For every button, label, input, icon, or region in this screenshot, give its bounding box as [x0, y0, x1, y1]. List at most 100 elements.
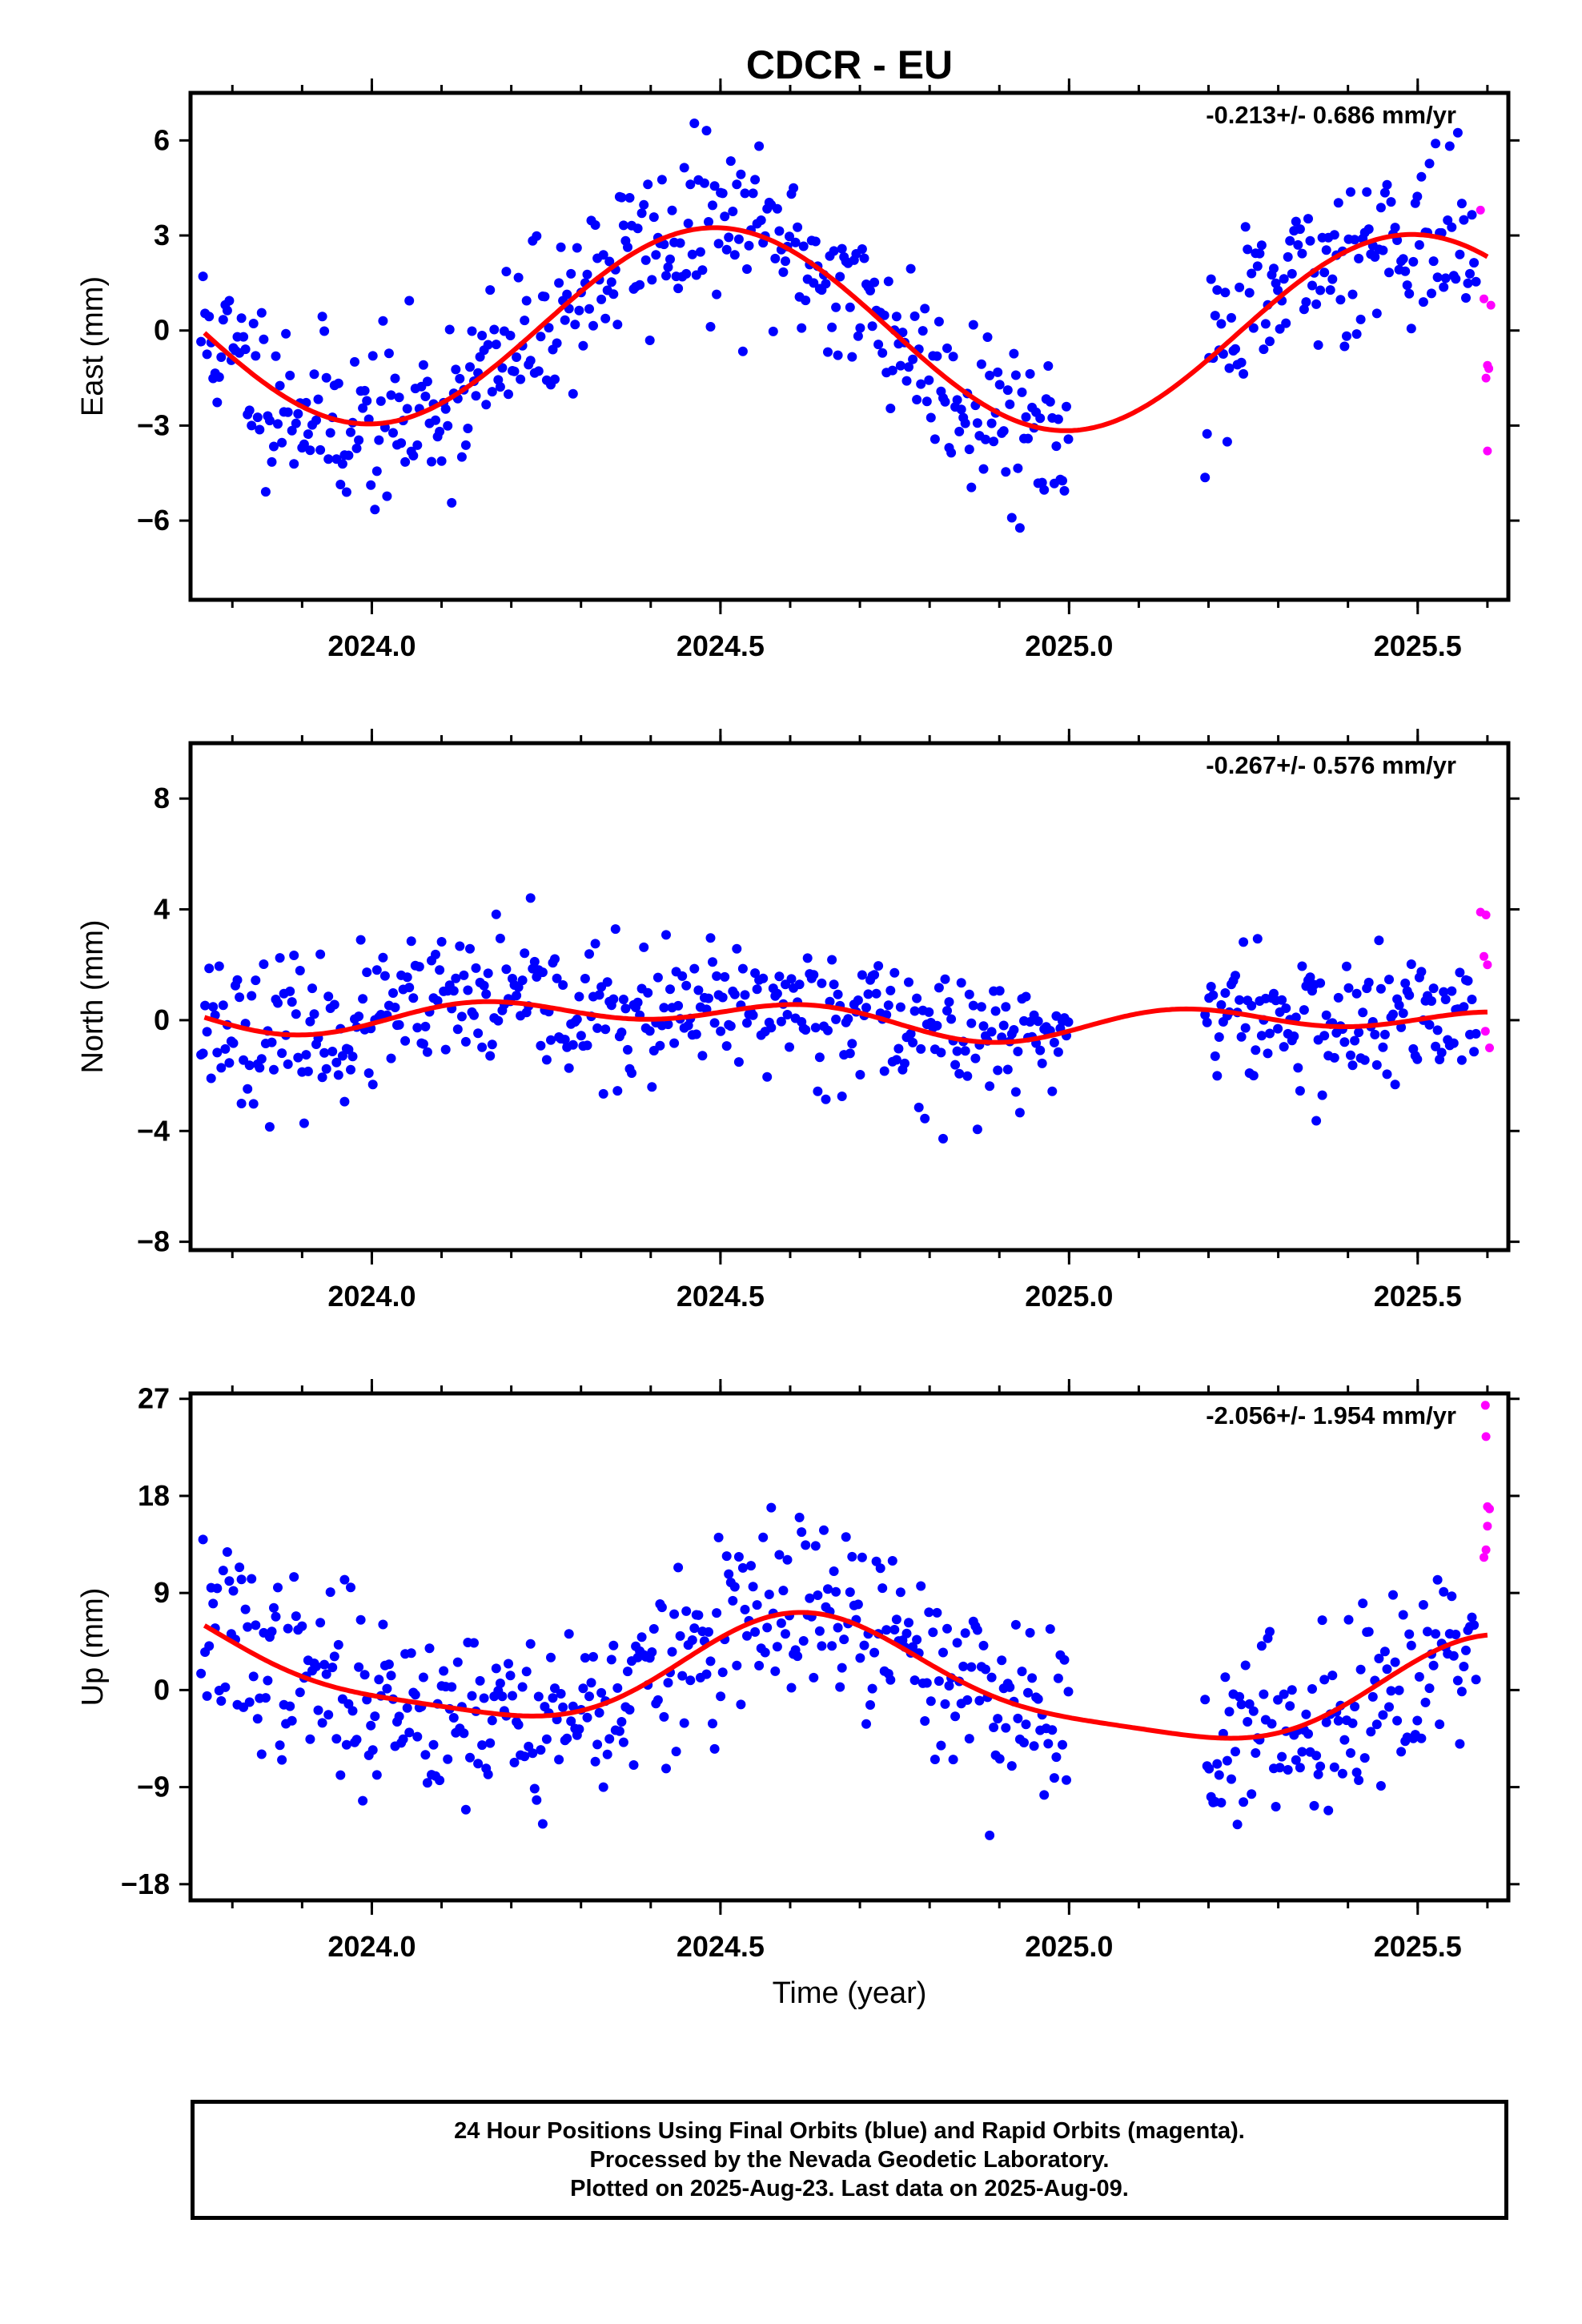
final-orbit-point — [770, 253, 781, 263]
final-orbit-point — [1374, 1654, 1384, 1663]
final-orbit-point — [1386, 1686, 1396, 1696]
final-orbit-point — [673, 283, 684, 294]
final-orbit-point — [1412, 1715, 1423, 1726]
final-orbit-point — [560, 315, 570, 325]
final-orbit-point — [989, 1723, 999, 1732]
final-orbit-point — [805, 1593, 815, 1603]
final-orbit-point — [1469, 258, 1480, 268]
final-orbit-point — [346, 1064, 355, 1075]
final-orbit-point — [889, 967, 900, 978]
final-orbit-point — [829, 979, 839, 990]
final-orbit-point — [636, 1632, 647, 1642]
final-orbit-point — [972, 418, 982, 428]
rapid-orbit-point — [1483, 446, 1492, 456]
final-orbit-point — [443, 1754, 453, 1764]
final-orbit-point — [1248, 1706, 1259, 1716]
final-orbit-point — [366, 480, 376, 490]
final-orbit-point — [1009, 348, 1019, 359]
final-orbit-point — [256, 308, 267, 318]
final-orbit-point — [574, 1724, 584, 1735]
final-orbit-point — [311, 1661, 321, 1671]
final-orbit-point — [216, 1063, 227, 1073]
y-tick-label: 0 — [154, 1003, 170, 1036]
final-orbit-point — [612, 320, 623, 330]
final-orbit-point — [504, 389, 513, 400]
final-orbit-point — [220, 1043, 231, 1054]
rapid-orbit-point — [1476, 205, 1485, 215]
final-orbit-point — [810, 1023, 821, 1033]
final-orbit-point — [580, 1653, 590, 1663]
final-orbit-point — [267, 1626, 277, 1637]
final-orbit-point — [709, 1018, 720, 1028]
final-orbit-point — [402, 1703, 412, 1713]
final-orbit-point — [810, 236, 821, 247]
rapid-orbit-point — [1480, 1027, 1490, 1036]
final-orbit-point — [994, 986, 1005, 996]
final-orbit-point — [909, 1006, 920, 1016]
final-orbit-point — [552, 973, 562, 983]
final-orbit-point — [905, 1028, 916, 1039]
final-orbit-point — [224, 1058, 235, 1068]
final-orbit-point — [562, 289, 572, 300]
final-orbit-point — [772, 203, 782, 214]
final-orbit-point — [1305, 235, 1315, 246]
final-orbit-point — [908, 1642, 918, 1652]
final-orbit-point — [582, 1040, 592, 1051]
final-orbit-point — [448, 1713, 459, 1723]
final-orbit-point — [978, 1640, 989, 1651]
final-orbit-point — [814, 1052, 825, 1063]
final-orbit-point — [243, 1622, 253, 1632]
y-tick-label: −6 — [137, 504, 170, 537]
final-orbit-point — [997, 1655, 1007, 1666]
final-orbit-point — [285, 1701, 295, 1711]
final-orbit-point — [917, 326, 928, 336]
final-orbit-point — [924, 1607, 934, 1618]
final-orbit-point — [439, 1666, 449, 1676]
final-orbit-point — [469, 1638, 479, 1648]
final-orbit-point — [214, 372, 224, 382]
final-orbit-point — [537, 1819, 548, 1829]
final-orbit-point — [908, 354, 918, 364]
final-orbit-point — [1212, 1759, 1223, 1769]
footer-line-3: Plotted on 2025-Aug-23. Last data on 202… — [570, 2176, 1129, 2201]
final-orbit-point — [232, 975, 243, 985]
final-orbit-point — [574, 305, 584, 316]
final-orbit-point — [1267, 1719, 1277, 1729]
final-orbit-point — [315, 949, 326, 959]
final-orbit-point — [289, 459, 299, 469]
final-orbit-point — [883, 1000, 893, 1011]
final-orbit-point — [998, 426, 1009, 436]
x-tick-label: 2025.5 — [1374, 629, 1462, 662]
final-orbit-point — [275, 380, 285, 391]
final-orbit-point — [732, 179, 742, 190]
panel-north: −8 −4 0 4 8 2024.0 2024.5 2025.0 2025.5 -0.267+/-… — [76, 729, 1520, 1313]
final-orbit-point — [1431, 139, 1441, 149]
final-orbit-point — [525, 1638, 536, 1649]
final-orbit-point — [564, 1063, 574, 1073]
final-orbit-point — [513, 1719, 524, 1730]
final-orbit-point — [335, 480, 346, 489]
final-orbit-point — [497, 363, 508, 373]
final-orbit-point — [1035, 413, 1046, 424]
final-orbit-point — [875, 1563, 885, 1574]
final-orbit-point — [717, 1667, 728, 1678]
final-orbit-point — [610, 924, 620, 935]
final-orbit-point — [1467, 1612, 1477, 1622]
final-orbit-point — [930, 434, 940, 444]
final-orbit-point — [529, 1783, 540, 1794]
final-orbit-point — [635, 279, 645, 290]
final-orbit-point — [1295, 224, 1305, 235]
final-orbit-point — [1200, 1010, 1211, 1020]
final-orbit-point — [562, 1733, 572, 1743]
final-orbit-point — [1378, 245, 1388, 255]
final-orbit-point — [483, 968, 493, 979]
final-orbit-point — [602, 977, 612, 987]
final-orbit-point — [1239, 368, 1249, 379]
final-orbit-point — [1455, 967, 1465, 978]
final-orbit-point — [847, 1551, 857, 1562]
final-orbit-point — [354, 1662, 364, 1672]
final-orbit-point — [1394, 1000, 1404, 1011]
final-orbit-point — [782, 1010, 793, 1019]
y-tick-label: 18 — [138, 1479, 170, 1512]
final-orbit-point — [997, 1032, 1007, 1043]
